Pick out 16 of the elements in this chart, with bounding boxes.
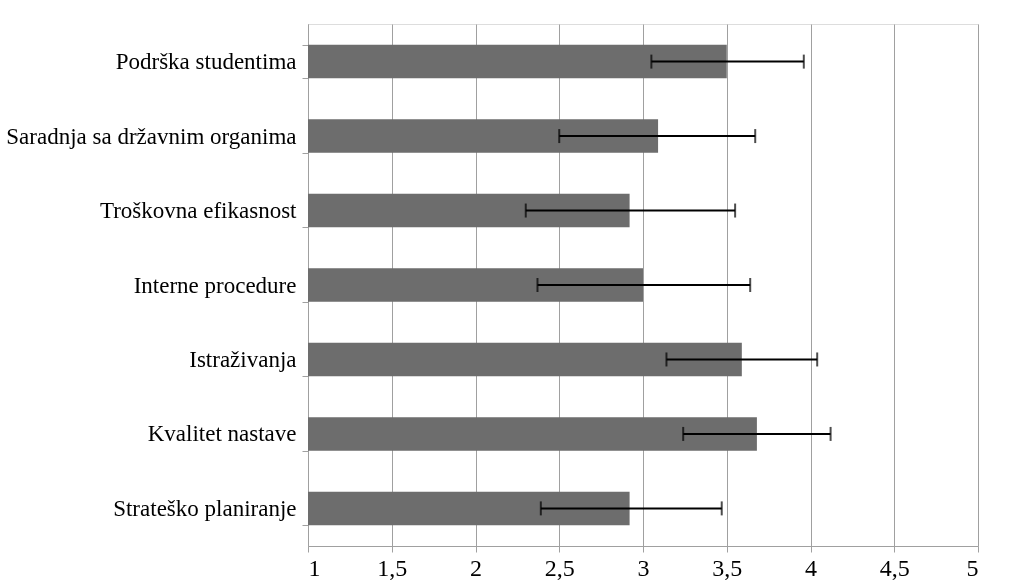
y-tick-label: Troškovna efikasnost — [99, 198, 298, 224]
x-tick-label: 2 — [470, 554, 482, 581]
y-tick-label: Saradnja sa državnim organima — [6, 123, 297, 149]
x-tick-label: 4,5 — [879, 554, 910, 581]
x-tick-label: 3,5 — [712, 554, 743, 581]
x-tick-label: 2,5 — [544, 554, 575, 581]
y-tick-label: Interne procedure — [133, 272, 297, 298]
x-tick-label: 1 — [308, 554, 321, 581]
y-tick-label: Istraživanja — [189, 346, 297, 372]
y-tick-label: Strateško planiranje — [113, 495, 297, 521]
x-tick-label: 1,5 — [377, 554, 408, 581]
y-tick-label: Kvalitet nastave — [147, 421, 297, 447]
x-tick-label: 5 — [966, 554, 979, 581]
x-tick-label: 3 — [637, 554, 650, 581]
y-tick-label: Podrška studentima — [115, 49, 297, 75]
x-tick-label: 4 — [805, 554, 817, 581]
